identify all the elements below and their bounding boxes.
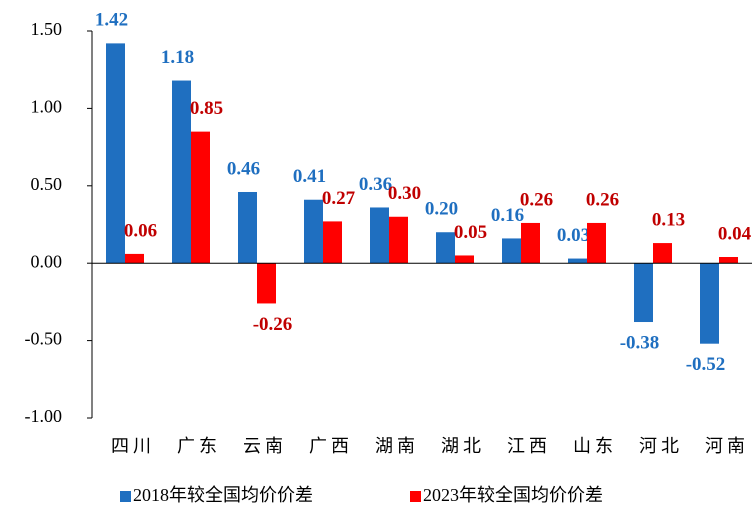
bar — [172, 80, 191, 264]
value-label: -0.52 — [686, 354, 726, 375]
bar — [521, 222, 540, 264]
legend-label: 2018年较全国均价价差 — [133, 485, 313, 505]
bar — [106, 43, 125, 264]
x-tick-label: 河北 — [639, 436, 683, 456]
value-label: 0.26 — [586, 189, 619, 210]
bar — [125, 253, 144, 264]
bar — [719, 257, 738, 264]
value-label: 0.26 — [520, 189, 553, 210]
value-label: 0.27 — [322, 188, 356, 209]
y-tick-label: 0.00 — [31, 251, 63, 271]
y-tick-label: 0.50 — [31, 174, 63, 194]
x-tick-label: 广西 — [309, 436, 353, 456]
bar — [323, 221, 342, 264]
x-tick-label: 湖南 — [375, 436, 419, 456]
value-label: 0.46 — [227, 158, 260, 179]
legend-label: 2023年较全国均价价差 — [423, 485, 603, 505]
x-tick-label: 四川 — [111, 436, 155, 456]
y-tick-label: 1.50 — [31, 19, 63, 39]
value-label: 0.04 — [718, 223, 752, 244]
x-tick-label: 云南 — [243, 436, 287, 456]
value-label: 0.41 — [293, 166, 326, 187]
bar — [587, 222, 606, 264]
legend-swatch — [120, 491, 131, 502]
value-label: 1.18 — [161, 47, 194, 68]
bar — [455, 255, 474, 264]
bar — [653, 243, 672, 264]
x-tick-label: 广东 — [177, 436, 221, 456]
bar — [436, 232, 455, 264]
bar — [257, 263, 276, 304]
value-label: 0.20 — [425, 199, 458, 220]
value-label: 0.30 — [388, 183, 421, 204]
bar — [700, 263, 719, 344]
value-label: 0.03 — [557, 225, 590, 246]
legend-swatch — [410, 491, 421, 502]
value-label: 1.42 — [95, 10, 128, 31]
y-tick-label: -1.00 — [25, 406, 63, 426]
value-label: 0.05 — [454, 222, 487, 243]
value-label: 0.36 — [359, 174, 392, 195]
bar — [389, 216, 408, 264]
y-tick-label: 1.00 — [31, 97, 63, 117]
bar — [634, 263, 653, 323]
x-tick-label: 湖北 — [441, 436, 485, 456]
x-tick-label: 河南 — [705, 436, 749, 456]
value-label: 0.16 — [491, 205, 524, 226]
bar — [502, 238, 521, 264]
bar — [304, 199, 323, 264]
x-tick-label: 山东 — [573, 436, 617, 456]
value-label: 0.85 — [190, 98, 223, 119]
y-tick-label: -0.50 — [25, 329, 63, 349]
value-label: -0.26 — [253, 314, 293, 335]
value-label: 0.06 — [124, 220, 157, 241]
bar — [238, 191, 257, 264]
value-label: 0.13 — [652, 209, 685, 230]
value-label: -0.38 — [620, 332, 660, 353]
bar — [568, 258, 587, 264]
x-tick-label: 江西 — [507, 436, 551, 456]
bar — [370, 207, 389, 264]
bar — [191, 131, 210, 264]
